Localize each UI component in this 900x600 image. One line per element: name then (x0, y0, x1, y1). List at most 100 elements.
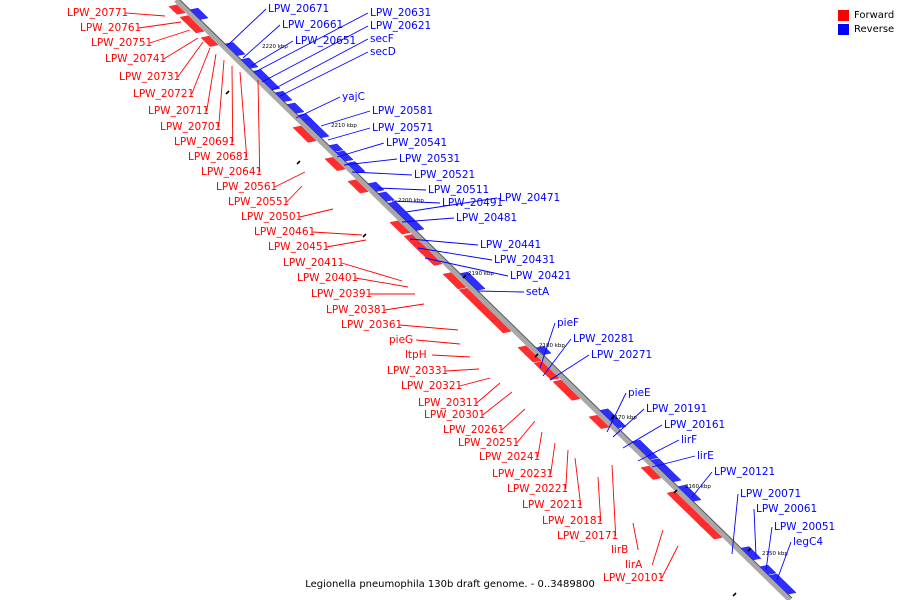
leader-line (312, 231, 363, 236)
forward-gene-highlight (518, 345, 541, 363)
forward-gene-highlight (325, 157, 345, 171)
reverse-gene-label: LPW_20671 (268, 3, 329, 15)
forward-gene-block (200, 35, 219, 47)
reverse-gene-highlight (741, 546, 761, 560)
leader-line (731, 493, 739, 555)
forward-gene-block (347, 179, 369, 194)
reverse-gene-highlight (769, 573, 796, 595)
forward-gene-block (389, 220, 411, 235)
leader-line (432, 354, 471, 358)
reverse-gene-block (768, 573, 797, 595)
reverse-gene-label: LPW_20421 (510, 270, 571, 282)
forward-gene-label: LPW_20771 (67, 7, 128, 19)
forward-gene-highlight (459, 288, 486, 309)
forward-gene-label: LPW_20401 (297, 272, 358, 284)
forward-gene-highlight (443, 272, 466, 289)
reverse-gene-highlight (651, 458, 681, 482)
leader-line (384, 303, 425, 311)
tick-dash (673, 489, 678, 494)
genome-caption: Legionella pneumophila 130b draft genome… (305, 579, 595, 590)
leader-line (351, 171, 413, 176)
leader-line (254, 12, 369, 73)
leader-line (336, 142, 385, 158)
reverse-gene-block (759, 564, 777, 575)
leader-line (138, 21, 182, 29)
genome-backbone (174, 0, 792, 600)
reverse-gene-label: LPW_20581 (372, 105, 433, 117)
forward-gene-label: LPW_20691 (174, 136, 235, 148)
forward-gene-label: LPW_20461 (254, 226, 315, 238)
reverse-gene-block (189, 7, 209, 20)
leader-line (501, 408, 526, 431)
forward-gene-label: LPW_20561 (216, 181, 277, 193)
reverse-gene-label: LPW_20531 (399, 153, 460, 165)
reverse-gene-label: LPW_20571 (372, 122, 433, 134)
leader-line (327, 127, 371, 141)
leader-line (542, 338, 572, 377)
reverse-gene-highlight (190, 8, 208, 20)
reverse-gene-label: LPW_20271 (591, 349, 652, 361)
reverse-gene-highlight (378, 191, 394, 202)
reverse-gene-highlight (303, 118, 329, 138)
reverse-gene-label: LPW_20511 (428, 184, 489, 196)
leader-line (574, 457, 582, 506)
leader-line (612, 408, 645, 438)
legend-forward: Forward (838, 8, 894, 22)
forward-gene-block (490, 319, 512, 334)
forward-gene-highlight (182, 17, 204, 33)
leader-line (539, 322, 556, 369)
reverse-gene-label: LPW_20191 (646, 403, 707, 415)
leader-line (537, 431, 543, 458)
reverse-gene-highlight (241, 58, 258, 69)
tick-dash (732, 592, 737, 597)
reverse-gene-label: LPW_20161 (664, 419, 725, 431)
forward-gene-label: LPW_20361 (341, 319, 402, 331)
reverse-gene-highlight (275, 91, 292, 102)
leader-line (341, 262, 403, 282)
forward-gene-label: LPW_20711 (148, 105, 209, 117)
reverse-gene-label: secF (370, 33, 394, 45)
forward-gene-label: LPW_20641 (201, 166, 262, 178)
leader-line (651, 455, 696, 468)
forward-gene-label: LPW_20551 (228, 196, 289, 208)
reverse-gene-label: LPW_20471 (499, 192, 560, 204)
leader-line (401, 217, 455, 223)
forward-gene-highlight (667, 491, 693, 511)
leader-line (399, 324, 459, 331)
reverse-gene-label: LPW_20521 (414, 169, 475, 181)
forward-gene-label: lirB (611, 544, 628, 556)
reverse-gene-label: LPW_20051 (774, 521, 835, 533)
leader-line (637, 439, 680, 462)
forward-gene-label: LPW_20681 (188, 151, 249, 163)
reverse-gene-highlight (536, 346, 551, 355)
legend: Forward Reverse (838, 8, 894, 36)
leader-line (416, 339, 461, 345)
reverse-gene-block (302, 118, 330, 139)
reverse-gene-highlight (368, 182, 384, 192)
leader-line (206, 53, 217, 112)
reverse-gene-block (367, 181, 385, 192)
forward-gene-label: LPW_20761 (80, 22, 141, 34)
reverse-gene-block (335, 150, 354, 162)
forward-gene-block (292, 125, 317, 143)
leader-line (691, 471, 713, 498)
forward-gene-label: LPW_20231 (492, 468, 553, 480)
tick-dash (362, 233, 367, 238)
leader-line (765, 526, 773, 571)
forward-gene-block (588, 415, 610, 429)
reverse-swatch (838, 23, 849, 35)
reverse-gene-label: lirE (697, 450, 714, 462)
reverse-gene-label: LPW_20621 (370, 20, 431, 32)
leader-line (163, 37, 199, 60)
forward-gene-label: lirA (625, 559, 643, 571)
leader-line (459, 377, 491, 387)
reverse-gene-highlight (388, 201, 424, 231)
leader-line (191, 47, 211, 95)
forward-gene-highlight (641, 466, 661, 480)
reverse-gene-block (535, 346, 552, 355)
leader-line (218, 59, 225, 128)
leader-line (753, 508, 757, 557)
reverse-gene-block (377, 191, 395, 202)
forward-gene-highlight (169, 4, 185, 15)
leader-line (632, 522, 639, 551)
